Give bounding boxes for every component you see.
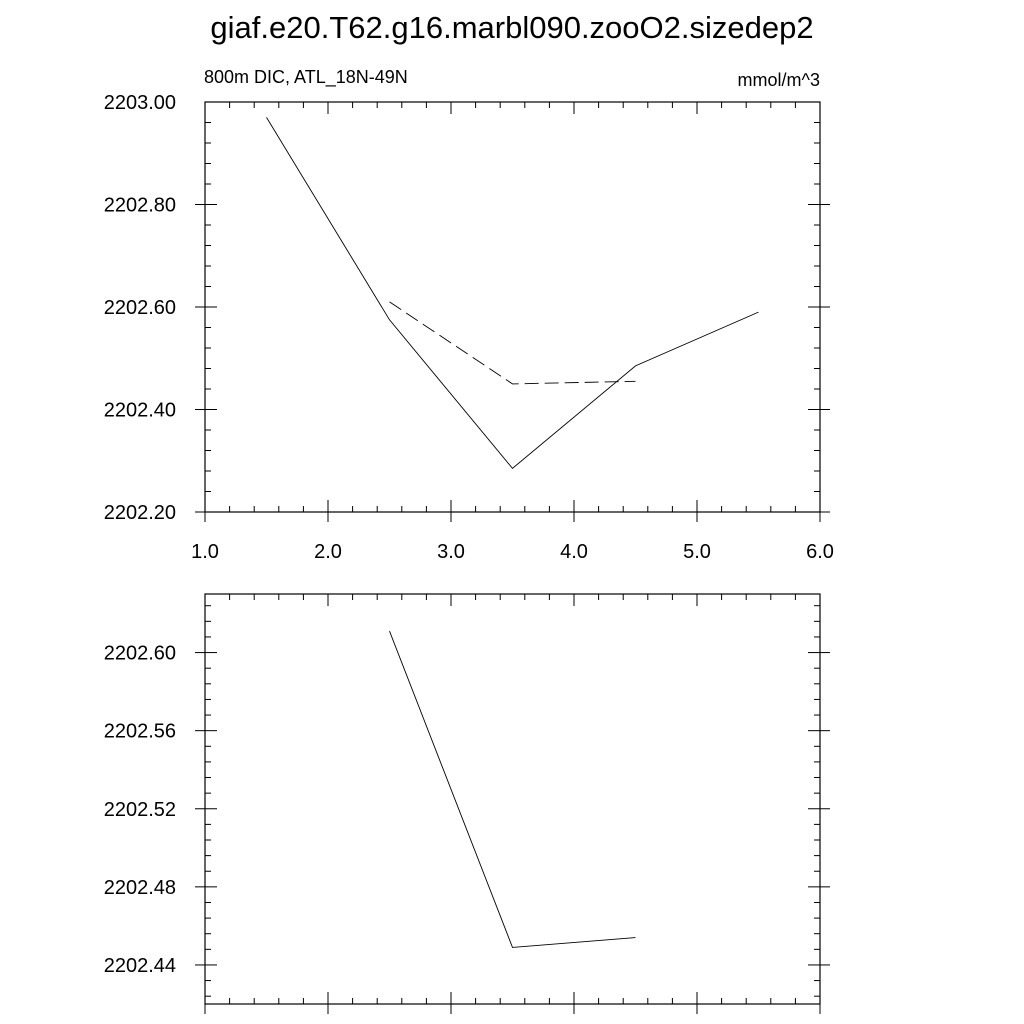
top-x-tick-labels: 1.0 2.0 3.0 4.0 5.0 6.0 <box>191 541 834 563</box>
bottom-plot-frame <box>204 593 821 1005</box>
top-panel-units: mmol/m^3 <box>738 70 820 90</box>
y-tick-label: 2202.56 <box>104 721 176 743</box>
top-series-lines <box>266 117 759 470</box>
series-line-dashed <box>389 301 636 385</box>
x-tick-label: 2.0 <box>314 541 342 563</box>
y-tick-label: 2202.52 <box>104 799 176 821</box>
x-tick-label: 1.0 <box>191 541 219 563</box>
bottom-y-tick-labels: 2202.44 2202.48 2202.52 2202.56 2202.60 <box>104 643 176 977</box>
x-tick-label: 3.0 <box>437 541 465 563</box>
bottom-axis-ticks <box>195 594 830 1014</box>
series-line-solid <box>389 630 636 948</box>
bottom-panel: 2202.44 2202.48 2202.52 2202.56 2202.60 <box>104 593 830 1014</box>
y-tick-label: 2202.80 <box>104 195 176 217</box>
y-tick-label: 2202.20 <box>104 502 176 524</box>
figure-title: giaf.e20.T62.g16.marbl090.zooO2.sizedep2 <box>210 10 813 45</box>
y-tick-label: 2202.44 <box>104 955 176 977</box>
bottom-series-lines <box>389 630 636 948</box>
top-panel: 800m DIC, ATL_18N-49N mmol/m^3 2202.2022… <box>104 67 834 563</box>
top-axis-ticks <box>195 102 830 522</box>
y-tick-label: 2202.60 <box>104 643 176 665</box>
y-tick-label: 2202.40 <box>104 400 176 422</box>
top-plot-frame <box>204 101 821 513</box>
y-tick-label: 2202.60 <box>104 297 176 319</box>
x-tick-label: 5.0 <box>683 541 711 563</box>
x-tick-label: 4.0 <box>560 541 588 563</box>
series-line-solid <box>266 117 759 470</box>
y-tick-label: 2203.00 <box>104 92 176 114</box>
top-panel-subtitle: 800m DIC, ATL_18N-49N <box>204 67 408 88</box>
top-y-tick-labels: 2202.20 2202.40 2202.60 2202.80 2203.00 <box>104 92 176 524</box>
y-tick-label: 2202.48 <box>104 877 176 899</box>
x-tick-label: 6.0 <box>806 541 834 563</box>
